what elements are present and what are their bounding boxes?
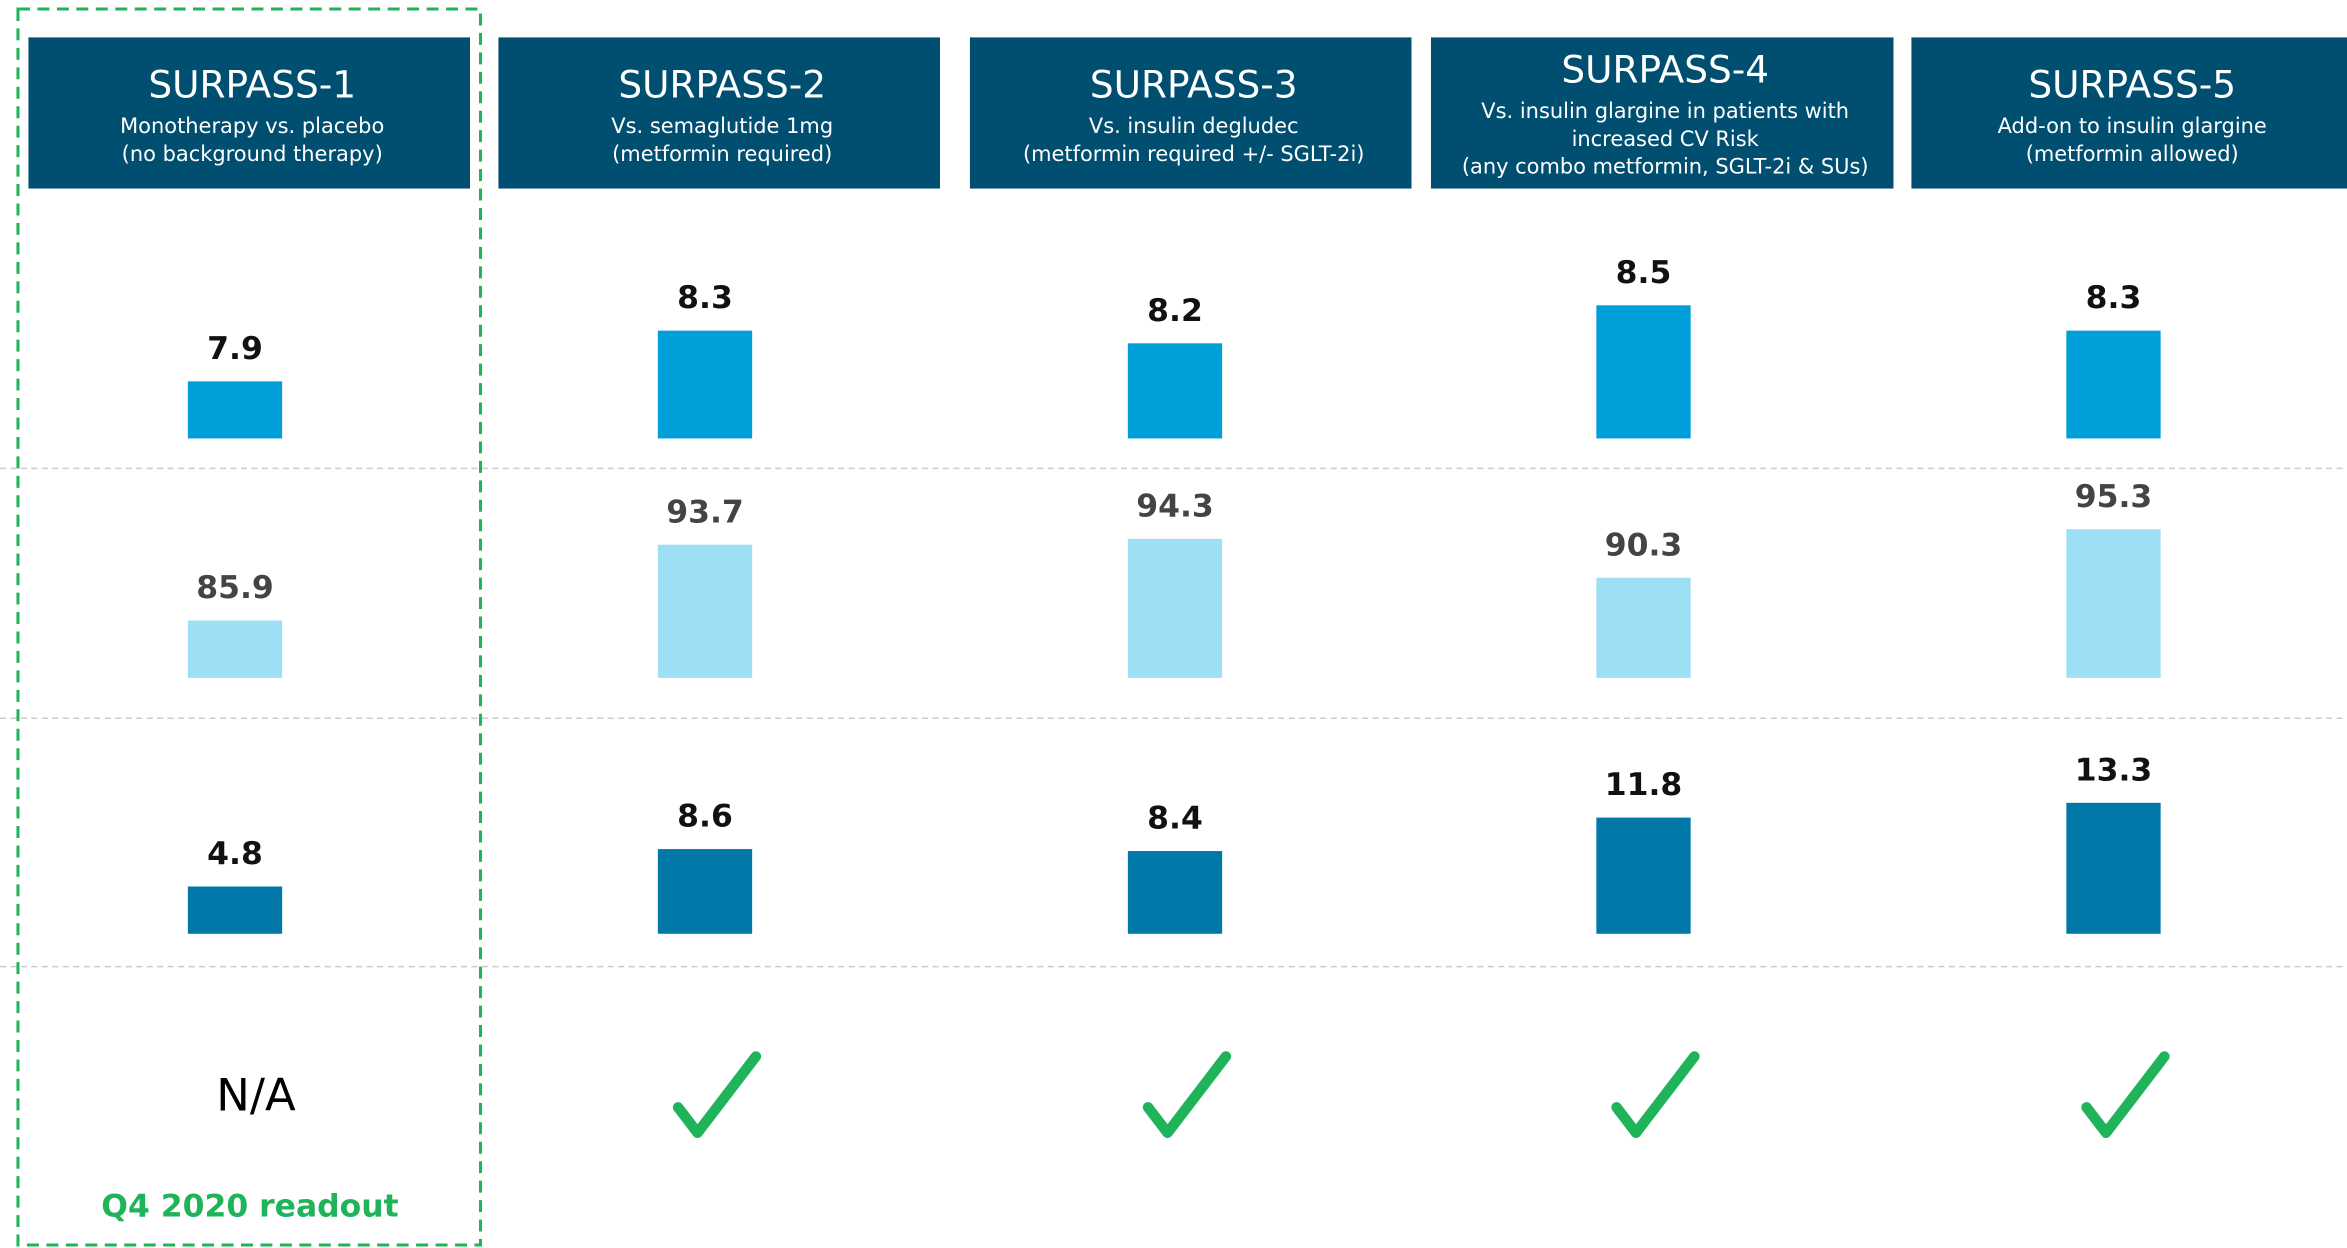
- column-header: [498, 37, 940, 189]
- value-label: 4.8: [207, 836, 263, 872]
- value-label: 13.3: [2075, 752, 2153, 788]
- column-subtitle: (metformin allowed): [2026, 142, 2239, 166]
- value-label: 8.3: [677, 280, 733, 316]
- value-label: 94.3: [1136, 488, 1214, 524]
- status-label: N/A: [216, 1068, 296, 1121]
- bar: [657, 544, 753, 678]
- column-subtitle: increased CV Risk: [1572, 127, 1760, 151]
- column-subtitle: Vs. insulin glargine in patients with: [1481, 99, 1849, 123]
- bar: [1596, 817, 1691, 934]
- column-subtitle: Monotherapy vs. placebo: [120, 114, 384, 138]
- value-label: 90.3: [1605, 527, 1683, 563]
- bar: [2066, 330, 2161, 439]
- column-subtitle: (no background therapy): [122, 142, 383, 166]
- checkmark: [1142, 1051, 1232, 1139]
- bar: [1596, 305, 1691, 439]
- bar: [1127, 343, 1223, 439]
- column-subtitle: (metformin required +/- SGLT-2i): [1023, 142, 1364, 166]
- value-label: 95.3: [2075, 479, 2153, 515]
- value-label: 8.5: [1616, 255, 1672, 291]
- column-header: [28, 37, 470, 189]
- value-label: 8.3: [2086, 280, 2142, 316]
- column-title: SURPASS-3: [1090, 62, 1298, 106]
- value-label: 93.7: [666, 494, 744, 530]
- checkmark: [1611, 1051, 1700, 1139]
- column-title: SURPASS-2: [618, 62, 826, 106]
- bar: [2066, 802, 2161, 934]
- bar: [1127, 538, 1223, 678]
- value-label: 8.6: [677, 799, 733, 835]
- column-subtitle: (metformin required): [612, 142, 832, 166]
- column-subtitle: Vs. insulin degludec: [1089, 114, 1299, 138]
- column-header: [1911, 37, 2347, 189]
- footer: Q4 2020 readout: [101, 1189, 398, 1225]
- column-subtitle: Add-on to insulin glargine: [1998, 114, 2267, 138]
- value-label: 8.4: [1147, 801, 1203, 837]
- bar: [187, 620, 283, 678]
- value-label: 11.8: [1605, 767, 1683, 803]
- checkmark: [672, 1051, 762, 1139]
- bar: [657, 849, 753, 934]
- column-title: SURPASS-4: [1561, 47, 1769, 91]
- column-subtitle: (any combo metformin, SGLT-2i & SUs): [1462, 155, 1869, 179]
- bar: [187, 886, 283, 934]
- bar: [657, 330, 753, 439]
- value-label: 85.9: [196, 570, 274, 606]
- value-label: 8.2: [1147, 293, 1203, 329]
- bar: [1127, 851, 1223, 934]
- column-title: SURPASS-5: [2028, 62, 2236, 106]
- column-title: SURPASS-1: [148, 62, 356, 106]
- value-label: 7.9: [207, 331, 263, 367]
- column-header: [1430, 37, 1894, 189]
- column-header: [969, 37, 1412, 189]
- column-subtitle: Vs. semaglutide 1mg: [611, 114, 833, 138]
- bar: [187, 381, 283, 439]
- checkmark: [2081, 1051, 2170, 1139]
- bar: [1596, 577, 1691, 678]
- bar: [2066, 529, 2161, 678]
- highlight-box: [16, 7, 482, 1247]
